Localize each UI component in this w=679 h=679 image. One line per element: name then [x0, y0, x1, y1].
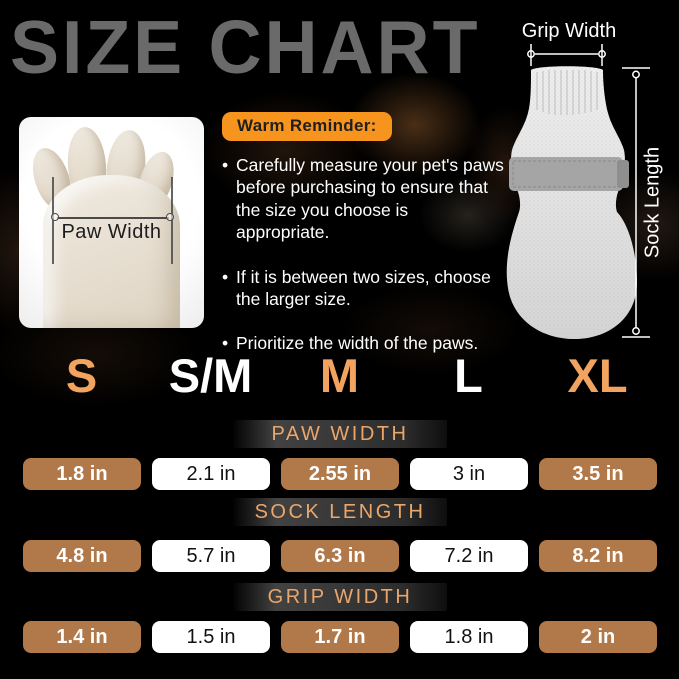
paw-width-label: Paw Width [61, 221, 162, 243]
size-cell: 6.3 in [281, 540, 399, 572]
size-column-l: L [454, 349, 483, 402]
sock-strap-tab [617, 160, 629, 188]
size-cell: 1.5 in [152, 621, 270, 653]
size-cell: 2.1 in [152, 458, 270, 490]
size-cell: 2.55 in [281, 458, 399, 490]
size-cell: 3.5 in [539, 458, 657, 490]
paw-width-row: 1.8 in 2.1 in 2.55 in 3 in 3.5 in [0, 458, 679, 490]
section-header-paw-width: PAW WIDTH [233, 420, 447, 448]
warm-reminder-section: Warm Reminder: Carefully measure your pe… [222, 112, 514, 377]
size-cell: 7.2 in [410, 540, 528, 572]
section-header-sock-length: SOCK LENGTH [233, 498, 447, 526]
reminder-bullet: If it is between two sizes, choose the l… [222, 266, 504, 311]
reminder-bullet-list: Carefully measure your pet's paws before… [222, 154, 504, 355]
size-cell: 1.4 in [23, 621, 141, 653]
size-column-headers: S S/M M L XL [17, 350, 662, 402]
sock-length-row: 4.8 in 5.7 in 6.3 in 7.2 in 8.2 in [0, 540, 679, 572]
page-title: SIZE CHART [10, 5, 481, 89]
size-column-xl: XL [567, 349, 628, 402]
measure-ring-icon [51, 213, 59, 221]
cuff-ribbing [536, 70, 598, 115]
size-cell: 8.2 in [539, 540, 657, 572]
size-cell: 1.8 in [23, 458, 141, 490]
reminder-bullet: Carefully measure your pet's paws before… [222, 154, 504, 244]
size-cell: 4.8 in [23, 540, 141, 572]
grip-width-measure [527, 44, 606, 66]
warm-reminder-badge: Warm Reminder: [222, 112, 392, 141]
paw-image [43, 175, 180, 328]
sock-illustration [506, 44, 650, 340]
size-cell: 3 in [410, 458, 528, 490]
sock-length-measure [622, 67, 650, 338]
grip-width-label: Grip Width [521, 20, 617, 42]
size-cell: 1.7 in [281, 621, 399, 653]
paw-width-measure-line [57, 217, 169, 219]
measure-ring-icon [166, 213, 174, 221]
paw-photo-card: Paw Width [19, 117, 204, 328]
size-column-sm: S/M [168, 349, 253, 402]
size-cell: 2 in [539, 621, 657, 653]
reminder-bullet: Prioritize the width of the paws. [222, 332, 504, 355]
grip-width-row: 1.4 in 1.5 in 1.7 in 1.8 in 2 in [0, 621, 679, 653]
size-column-s: S [65, 349, 98, 402]
section-header-grip-width: GRIP WIDTH [233, 583, 447, 611]
size-cell: 1.8 in [410, 621, 528, 653]
sock-strap [509, 157, 623, 191]
sock-knit-texture [506, 66, 637, 340]
sock-length-label: Sock Length [641, 146, 664, 259]
sock-strap-stitching [512, 160, 620, 188]
size-column-m: M [319, 349, 360, 402]
size-cell: 5.7 in [152, 540, 270, 572]
